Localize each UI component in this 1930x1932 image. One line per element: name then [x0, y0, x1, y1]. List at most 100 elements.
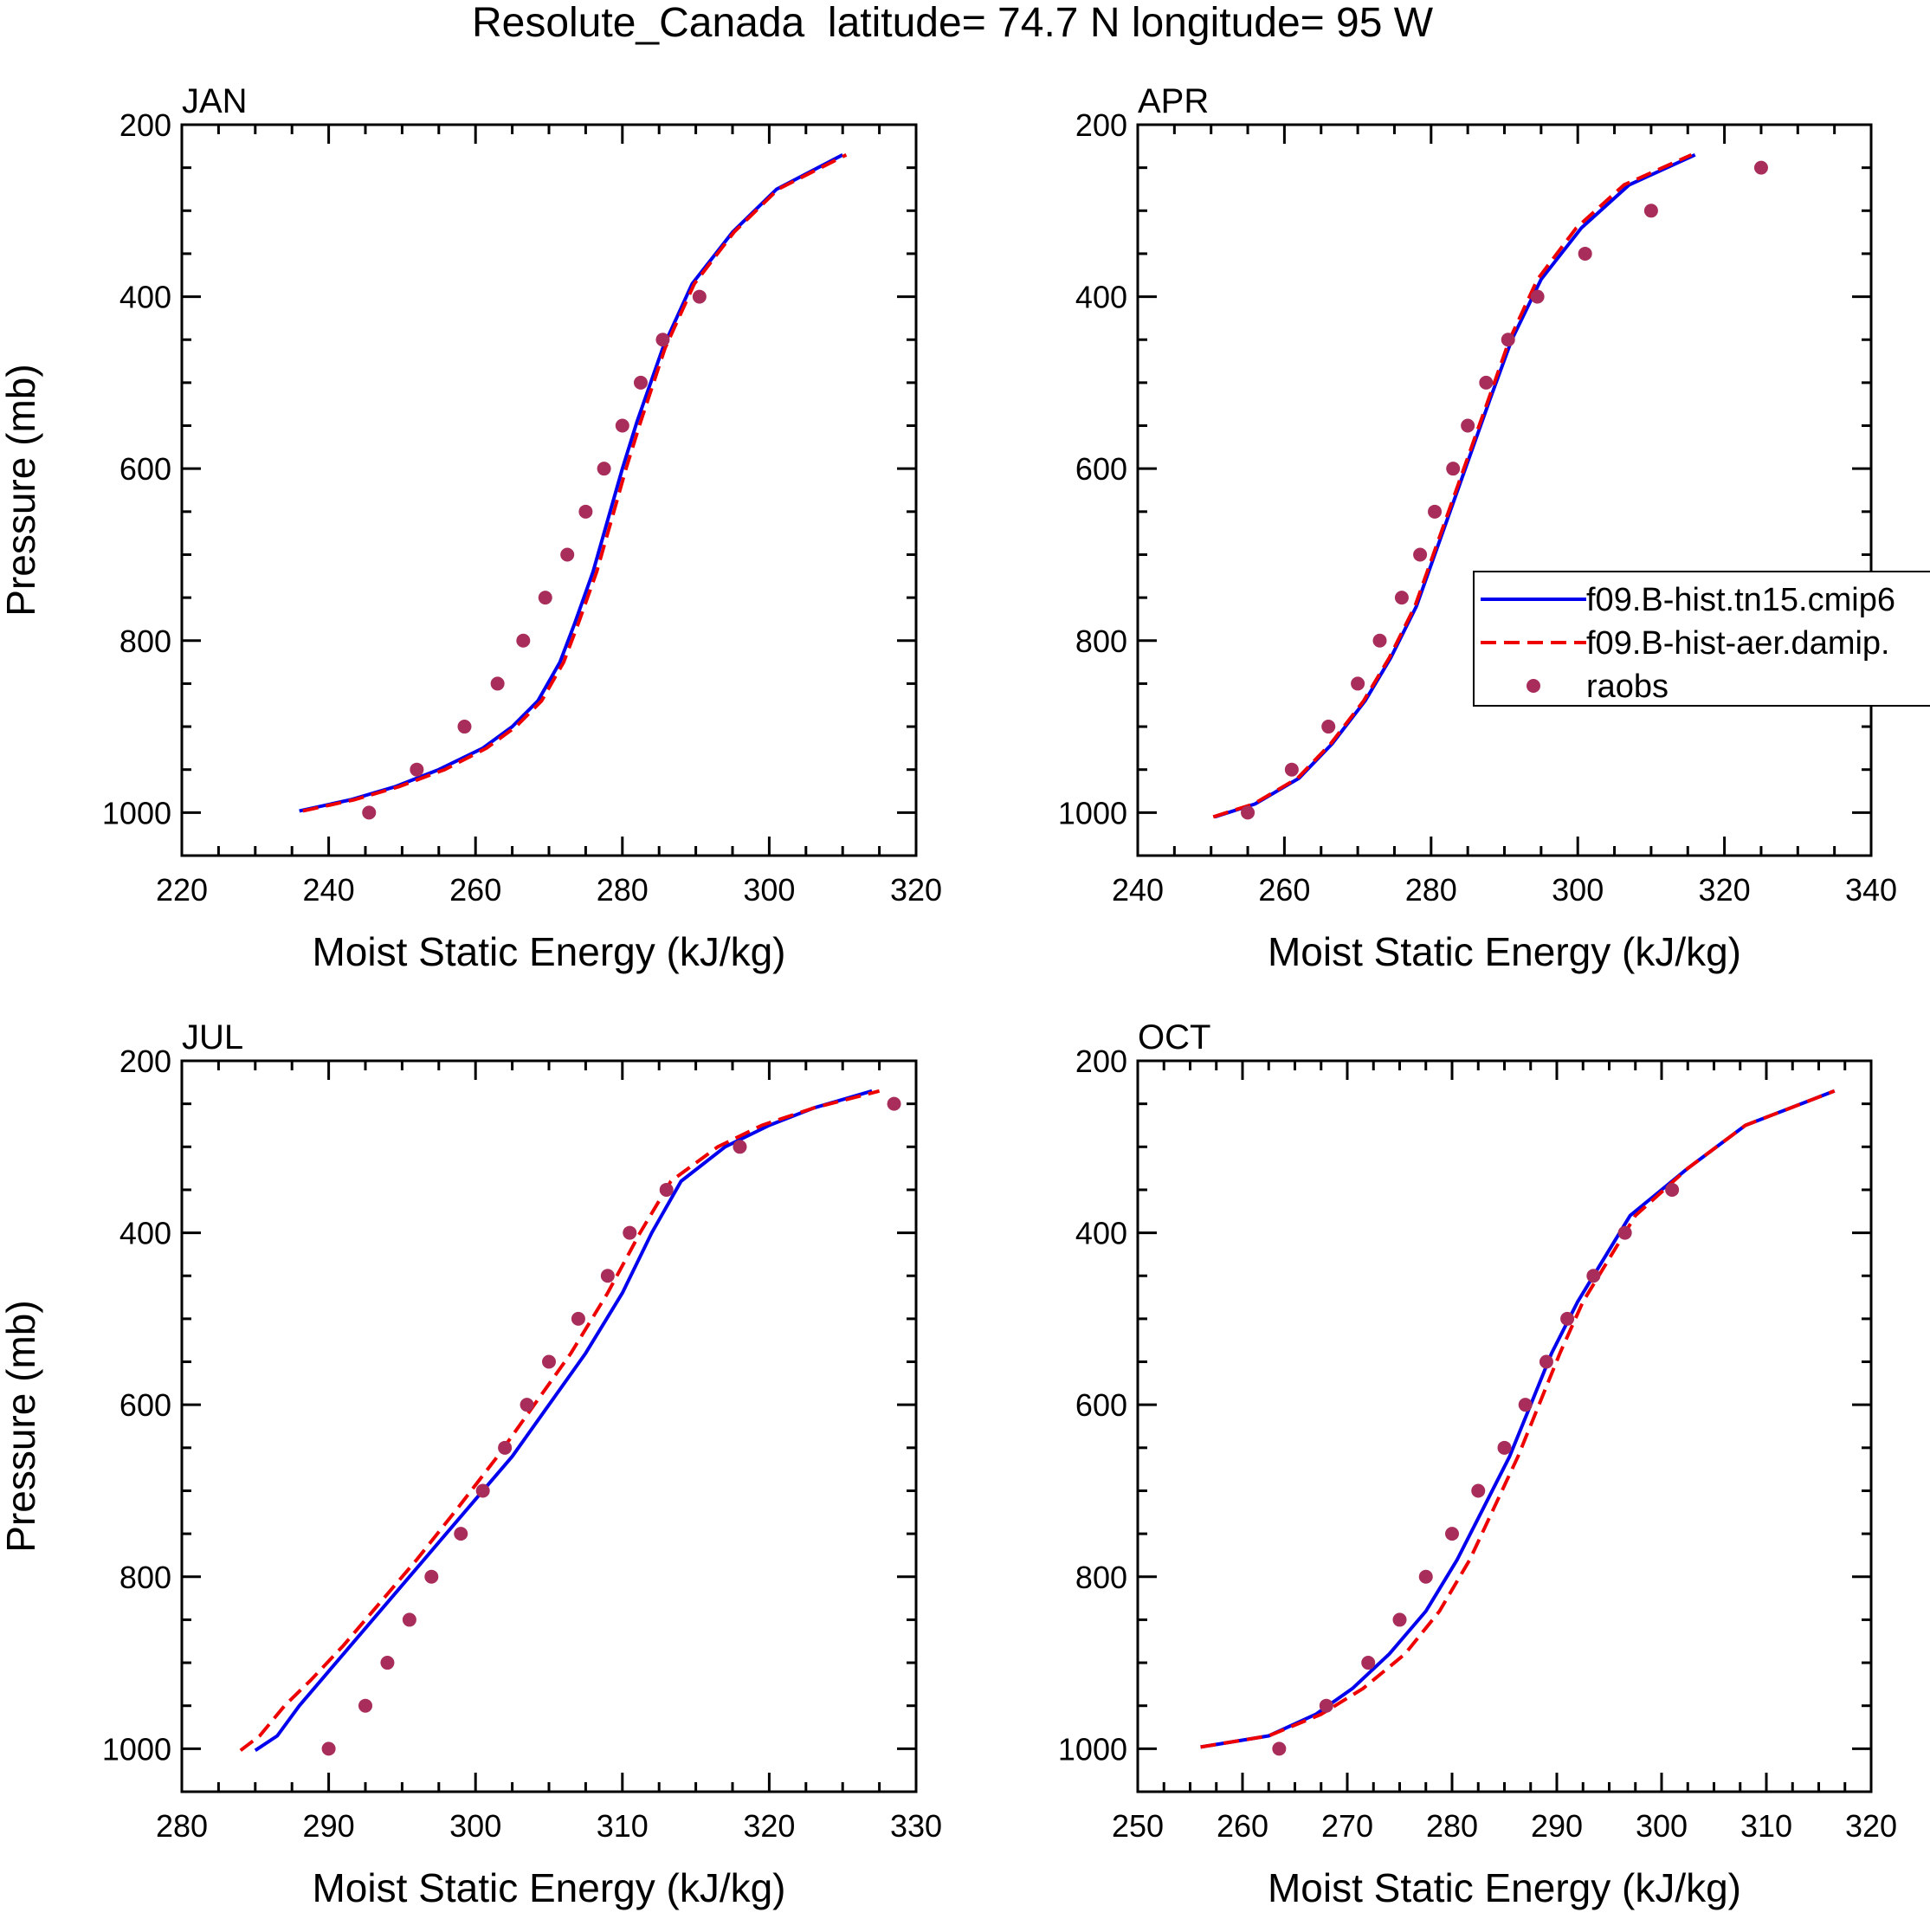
raobs-point	[1445, 1527, 1459, 1541]
series-line-cmip6	[254, 1089, 873, 1752]
raobs-point	[1617, 1225, 1632, 1240]
raobs-point	[424, 1569, 439, 1584]
raobs-point	[1446, 462, 1461, 476]
plot-frame	[180, 1059, 918, 1793]
raobs-point	[1284, 762, 1299, 777]
x-tick-label: 320	[1699, 872, 1751, 908]
raobs-point	[1578, 246, 1592, 261]
x-tick-label: 240	[303, 872, 355, 908]
y-tick-label: 200	[119, 107, 171, 143]
y-tick-label: 200	[1075, 107, 1127, 143]
x-tick-label: 260	[1258, 872, 1310, 908]
panel-label: APR	[1138, 82, 1209, 120]
series-line-damip	[239, 1089, 881, 1752]
x-tick-label: 320	[1845, 1808, 1897, 1844]
raobs-point	[358, 1698, 372, 1713]
raobs-point	[1272, 1741, 1287, 1756]
raobs-point	[1418, 1569, 1433, 1584]
y-tick-label: 800	[1075, 624, 1127, 659]
x-tick-label: 280	[597, 872, 649, 908]
y-tick-label: 800	[1075, 1560, 1127, 1595]
raobs-point	[600, 1269, 615, 1283]
raobs-point	[571, 1311, 585, 1326]
x-tick-label: 260	[449, 872, 501, 908]
raobs-point	[1394, 591, 1409, 605]
y-tick-label: 400	[119, 1216, 171, 1251]
panels: JAN 200 400 600 800 1000 220 240 260 280 300 320 Moi…	[0, 82, 1897, 1910]
panel-label: JUL	[182, 1018, 243, 1056]
x-tick-label: 340	[1845, 872, 1897, 908]
raobs-point	[410, 762, 424, 777]
raobs-point	[542, 1354, 556, 1369]
panel-label: OCT	[1138, 1018, 1210, 1056]
raobs-point	[1665, 1182, 1680, 1197]
x-tick-label: 280	[1405, 872, 1457, 908]
raobs-point	[1530, 289, 1545, 304]
raobs-point	[1413, 547, 1428, 562]
x-tick-label: 240	[1112, 872, 1164, 908]
y-tick-label: 200	[1075, 1044, 1127, 1079]
raobs-point	[1501, 333, 1515, 347]
legend-swatch-marker	[1527, 679, 1540, 693]
raobs-point	[597, 462, 611, 476]
x-tick-label: 290	[303, 1808, 355, 1844]
y-tick-label: 400	[1075, 1216, 1127, 1251]
legend-label: f09.B-hist.tn15.cmip6	[1586, 582, 1895, 618]
y-tick-label: 400	[1075, 280, 1127, 315]
x-tick-label: 300	[1552, 872, 1604, 908]
raobs-point	[615, 418, 629, 433]
plot-frame	[1136, 123, 1873, 857]
y-tick-label: 400	[119, 280, 171, 315]
raobs-point	[623, 1225, 637, 1240]
legend-box	[1473, 571, 1930, 707]
x-tick-label: 320	[890, 872, 942, 908]
panel-oct: OCT 200 400 600 800 1000 250 260 270 280 290 300 310…	[1058, 1018, 1897, 1910]
raobs-point	[520, 1398, 534, 1412]
raobs-point	[1428, 504, 1443, 519]
panel-apr: APR 200 400 600 800 1000 240 260 280 300 320 340 Moi…	[1058, 82, 1897, 974]
raobs-point	[1392, 1612, 1407, 1627]
legend-label: f09.B-hist-aer.damip.	[1586, 625, 1890, 662]
raobs-point	[457, 720, 472, 734]
y-tick-label: 1000	[102, 795, 171, 830]
series-line-cmip6	[1214, 152, 1696, 819]
raobs-point	[1643, 204, 1658, 218]
raobs-point	[1319, 1698, 1333, 1713]
y-axis-title: Pressure (mb)	[0, 364, 43, 616]
y-tick-label: 800	[119, 1560, 171, 1595]
raobs-point	[1539, 1354, 1553, 1369]
x-tick-label: 310	[597, 1808, 649, 1844]
raobs-point	[733, 1140, 747, 1154]
raobs-point	[1586, 1269, 1601, 1283]
figure-title: Resolute_Canada latitude= 74.7 N longitu…	[472, 0, 1434, 46]
raobs-point	[1518, 1398, 1533, 1412]
series-line-damip	[302, 153, 848, 813]
x-tick-label: 280	[156, 1808, 208, 1844]
y-tick-label: 600	[1075, 1387, 1127, 1423]
series-line-damip	[1212, 152, 1693, 819]
raobs-point	[659, 1182, 674, 1197]
series-line-damip	[1200, 1089, 1836, 1749]
x-tick-label: 310	[1740, 1808, 1792, 1844]
raobs-point	[1351, 676, 1365, 691]
raobs-point	[498, 1440, 513, 1455]
raobs-point	[490, 676, 505, 691]
raobs-point	[1361, 1656, 1376, 1670]
raobs-point	[1321, 720, 1336, 734]
raobs-point	[1753, 160, 1768, 175]
y-tick-label: 600	[119, 1387, 171, 1423]
raobs-point	[538, 591, 552, 605]
raobs-point	[321, 1741, 336, 1756]
x-tick-label: 300	[743, 872, 795, 908]
x-tick-label: 320	[743, 1808, 795, 1844]
x-tick-label: 280	[1426, 1808, 1478, 1844]
raobs-point	[887, 1096, 901, 1111]
raobs-point	[1471, 1483, 1486, 1498]
raobs-point	[655, 333, 670, 347]
panel-jul: JUL 200 400 600 800 1000 280 290 300 310 320 330 Moi…	[0, 1018, 942, 1910]
raobs-point	[362, 805, 377, 820]
panel-label: JAN	[182, 82, 248, 120]
plot-frame	[180, 123, 918, 857]
y-tick-label: 200	[119, 1044, 171, 1079]
legend: f09.B-hist.tn15.cmip6 f09.B-hist-aer.dami…	[1473, 571, 1930, 707]
